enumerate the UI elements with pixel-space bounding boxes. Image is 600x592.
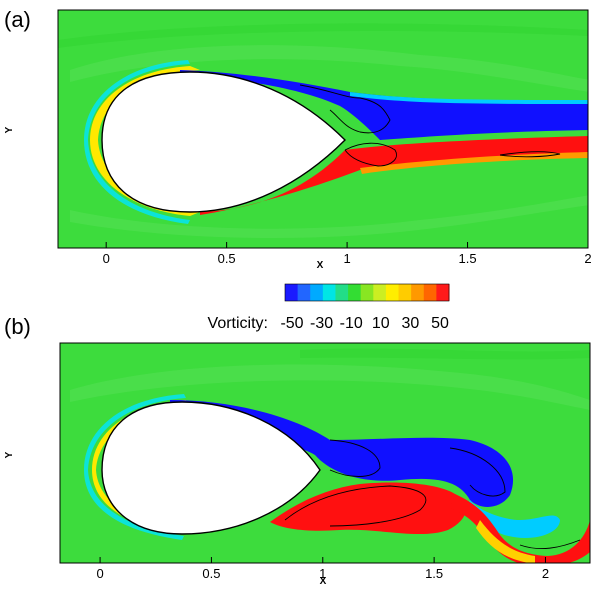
colorbar-tick-label: 30: [402, 315, 420, 332]
colorbar-tick-label: 10: [372, 315, 390, 332]
colorbar-tick-label: -10: [340, 315, 363, 332]
colorbar-swatch: [398, 284, 412, 301]
panel-a-x-axis-label: X: [317, 260, 324, 271]
colorbar-frame: [284, 283, 450, 302]
panel-a-upper-wake: [180, 70, 588, 140]
panel-a-x-ticks: 0 0.5 1 1.5 2: [103, 242, 592, 266]
panel-b-frame: [59, 342, 591, 564]
colorbar-swatch: [348, 284, 362, 301]
panel-a-label: (a): [4, 7, 31, 32]
panel-b-texture: [300, 348, 590, 360]
colorbar-swatch: [385, 284, 400, 301]
panel-b-contour: [284, 485, 427, 527]
colorbar-swatch: [297, 284, 311, 301]
colorbar-swatch: [335, 284, 349, 301]
panel-b-x-axis-label: X: [320, 576, 327, 587]
colorbar-swatch: [423, 284, 437, 301]
colorbar-swatch: [360, 284, 374, 301]
panel-a-plot-area: [58, 10, 588, 248]
panel-b-lower-vortex: [270, 482, 467, 535]
panel-b-contour: [519, 539, 581, 550]
colorbar-swatch: [373, 284, 387, 301]
panel-a-texture: [70, 45, 588, 92]
colorbar-swatch: [411, 284, 425, 301]
colorbar-swatch: [310, 284, 324, 301]
panel-b-plot-area: [60, 343, 590, 563]
panel-a-lower-wake-edge: [360, 152, 588, 174]
panel-b-lower-vortex-edge: [476, 520, 535, 563]
panel-a-upper-wake-edge: [350, 92, 588, 104]
panel-b-label: (b): [4, 314, 31, 339]
colorbar-tick-labels: -50 -30 -10 10 30 50: [280, 315, 449, 332]
panel-a-x-tick-label: 1.5: [459, 251, 477, 266]
panel-a-x-tick-label: 0.5: [218, 251, 236, 266]
colorbar-tick-label: 50: [431, 315, 449, 332]
panel-b-x-tick-label: 0: [96, 566, 103, 581]
colorbar-tick-label: -30: [310, 315, 333, 332]
panel-a-x-tick-label: 0: [103, 251, 110, 266]
panel-b-contour: [449, 447, 506, 497]
panel-a-texture: [58, 23, 588, 48]
panel-a-contour: [499, 151, 561, 158]
panel-b-x-ticks: 0 0.5 1 1.5 2: [96, 557, 549, 581]
colorbar-swatch: [436, 284, 450, 301]
panel-b-lower-vortex-tail: [450, 494, 590, 563]
panel-a-lower-wake: [200, 136, 588, 215]
panel-b-body: [101, 401, 321, 535]
panel-a-y-axis-label: Y: [4, 126, 15, 133]
panel-b-x-tick-label: 1: [319, 566, 326, 581]
panel-b: (b) 0 0.5 1 1.5 2 X Y: [4, 314, 591, 587]
panel-a-frame: [57, 9, 589, 249]
panel-a-texture: [70, 195, 588, 238]
colorbar: Vorticity: -50 -30 -10 10 30 50: [208, 283, 450, 332]
panel-a: (a) 0 0.5 1 1.5 2 X Y: [4, 7, 592, 271]
colorbar-tick-label: -50: [280, 315, 303, 332]
panel-a-contour: [299, 84, 391, 134]
panel-b-contour: [329, 439, 381, 477]
panel-b-x-tick-label: 0.5: [202, 566, 220, 581]
panel-a-contour: [344, 142, 397, 167]
colorbar-swatch: [322, 284, 336, 301]
panel-a-body: [101, 71, 346, 213]
panel-a-x-tick-label: 1: [343, 251, 350, 266]
panel-b-texture: [70, 364, 590, 410]
panel-a-x-tick-label: 2: [584, 251, 591, 266]
panel-b-x-tick-label: 2: [542, 566, 549, 581]
colorbar-swatch: [285, 284, 299, 301]
colorbar-title: Vorticity:: [208, 315, 268, 332]
panel-b-y-axis-label: Y: [4, 451, 15, 458]
colorbar-swatches: [285, 284, 450, 301]
panel-b-x-tick-label: 1.5: [425, 566, 443, 581]
